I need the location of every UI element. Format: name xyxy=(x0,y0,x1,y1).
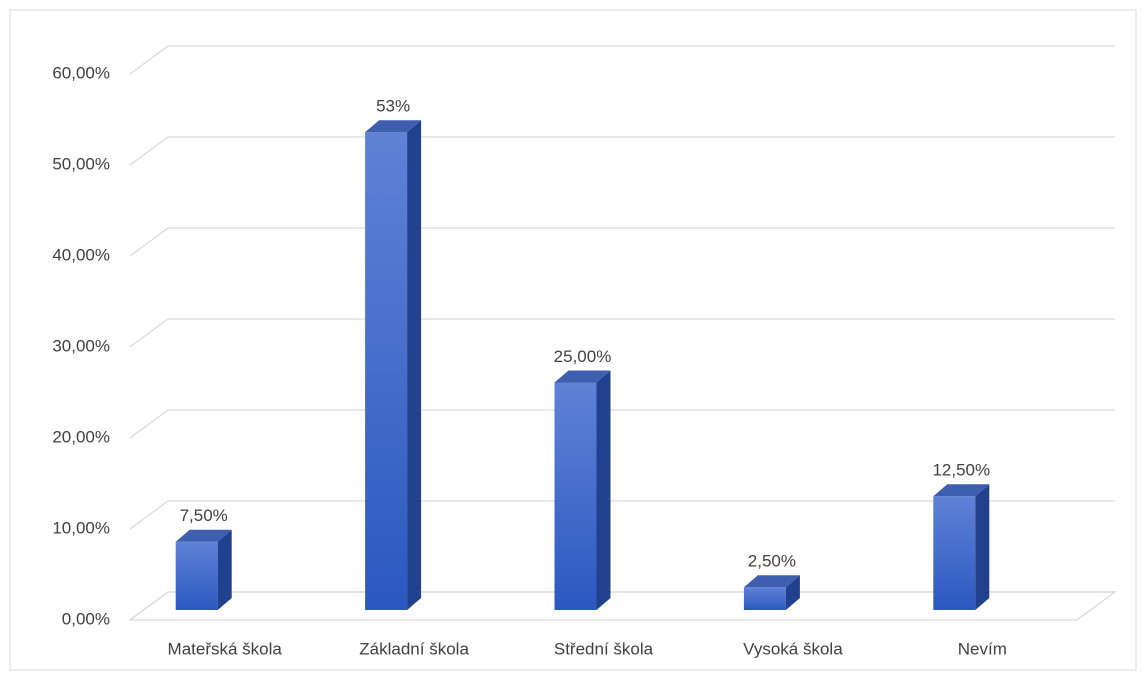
grid-line xyxy=(129,136,1115,166)
y-tick-label: 40,00% xyxy=(52,245,110,264)
grid-line xyxy=(129,409,1115,439)
y-tick-label: 30,00% xyxy=(52,336,110,355)
bar-side xyxy=(596,370,611,610)
grid-line xyxy=(129,500,1115,530)
bar-top xyxy=(743,575,800,588)
grid-line xyxy=(129,318,1115,348)
bar xyxy=(743,587,786,610)
value-label: 2,50% xyxy=(748,552,796,571)
y-tick-label: 10,00% xyxy=(52,518,110,537)
x-tick-label: Střední škola xyxy=(554,639,654,658)
value-label: 53% xyxy=(376,97,410,116)
value-label: 25,00% xyxy=(554,347,612,366)
bar-top xyxy=(554,370,611,383)
grid-line xyxy=(129,45,1115,75)
bar-top xyxy=(365,120,422,133)
x-tick-label: Vysoká škola xyxy=(743,639,843,658)
bar-side xyxy=(975,484,990,610)
bar xyxy=(175,541,218,610)
x-tick-label: Základní škola xyxy=(359,639,469,658)
value-label: 12,50% xyxy=(932,461,990,480)
grid-line xyxy=(129,227,1115,257)
bar-side xyxy=(785,575,800,610)
bar xyxy=(933,496,976,610)
y-tick-label: 50,00% xyxy=(52,154,110,173)
bar-side xyxy=(407,120,422,610)
bar xyxy=(365,132,408,610)
y-tick-label: 60,00% xyxy=(52,63,110,82)
bar-top xyxy=(933,484,990,497)
x-tick-label: Mateřská škola xyxy=(168,639,283,658)
bar-side xyxy=(217,529,232,610)
y-tick-label: 0,00% xyxy=(62,609,110,628)
x-tick-label: Nevím xyxy=(958,639,1007,658)
bar-top xyxy=(175,529,232,542)
value-label: 7,50% xyxy=(180,506,228,525)
y-tick-label: 20,00% xyxy=(52,427,110,446)
bar xyxy=(554,382,597,610)
